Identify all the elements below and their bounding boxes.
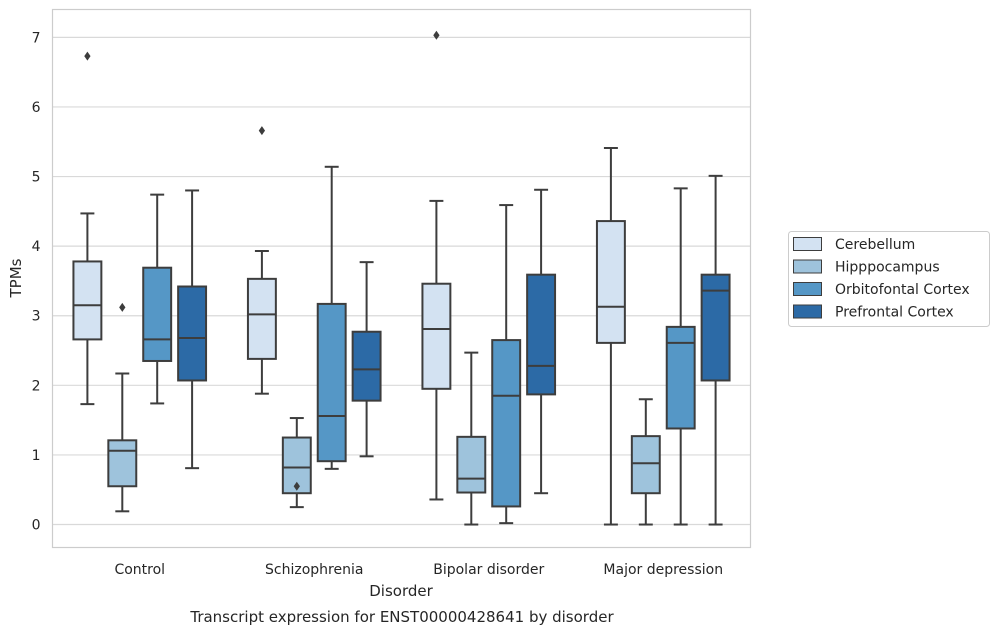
x-tick-labels: Control Schizophrenia Bipolar disorder Majo… xyxy=(114,562,723,578)
outlier-point xyxy=(433,30,440,40)
plot-frame xyxy=(51,8,752,549)
box xyxy=(700,273,731,382)
legend-swatch xyxy=(793,259,822,274)
legend-label: Prefrontal Cortex xyxy=(835,305,954,321)
legend-label: Orbitofontal Cortex xyxy=(835,282,970,298)
box xyxy=(630,435,661,495)
legend-label: Hipppocampus xyxy=(835,260,940,276)
y-tick-label: 1 xyxy=(32,448,41,464)
outlier-point xyxy=(258,126,266,136)
boxes-layer xyxy=(72,30,731,526)
box xyxy=(351,330,382,402)
outlier-point xyxy=(293,481,300,491)
box xyxy=(72,260,103,341)
legend-swatch xyxy=(793,304,822,319)
x-tick-label: Schizophrenia xyxy=(265,562,363,578)
y-axis-label: TPMs xyxy=(7,258,25,298)
box xyxy=(456,435,487,494)
chart-caption: Transcript expression for ENST0000042864… xyxy=(189,608,614,626)
box xyxy=(107,439,138,488)
x-tick-label: Bipolar disorder xyxy=(433,562,544,578)
x-axis-label: Disorder xyxy=(369,582,433,600)
box xyxy=(246,277,277,360)
box xyxy=(142,266,173,362)
box xyxy=(595,220,626,344)
legend-frame xyxy=(788,231,990,327)
legend-label: Cerebellum xyxy=(835,237,915,253)
legend-swatch xyxy=(793,282,822,296)
y-tick-labels: 0 1 2 3 4 5 6 7 xyxy=(32,30,41,533)
outlier-point xyxy=(84,51,91,61)
box xyxy=(421,282,452,390)
legend: Cerebellum Hipppocampus Orbitofontal Corte… xyxy=(788,231,990,327)
box xyxy=(177,285,208,382)
box xyxy=(526,273,557,396)
y-tick-label: 5 xyxy=(32,170,41,186)
x-tick-label: Major depression xyxy=(603,562,723,578)
y-tick-label: 4 xyxy=(32,239,41,255)
box xyxy=(491,339,522,508)
legend-swatch xyxy=(793,237,822,251)
x-tick-label: Control xyxy=(114,562,165,578)
box xyxy=(316,302,347,463)
y-tick-label: 2 xyxy=(32,378,41,394)
y-tick-label: 6 xyxy=(32,100,41,116)
y-tick-label: 3 xyxy=(32,309,41,325)
y-tick-label: 0 xyxy=(32,518,41,534)
y-tick-label: 7 xyxy=(32,30,41,46)
outlier-point xyxy=(119,302,126,312)
